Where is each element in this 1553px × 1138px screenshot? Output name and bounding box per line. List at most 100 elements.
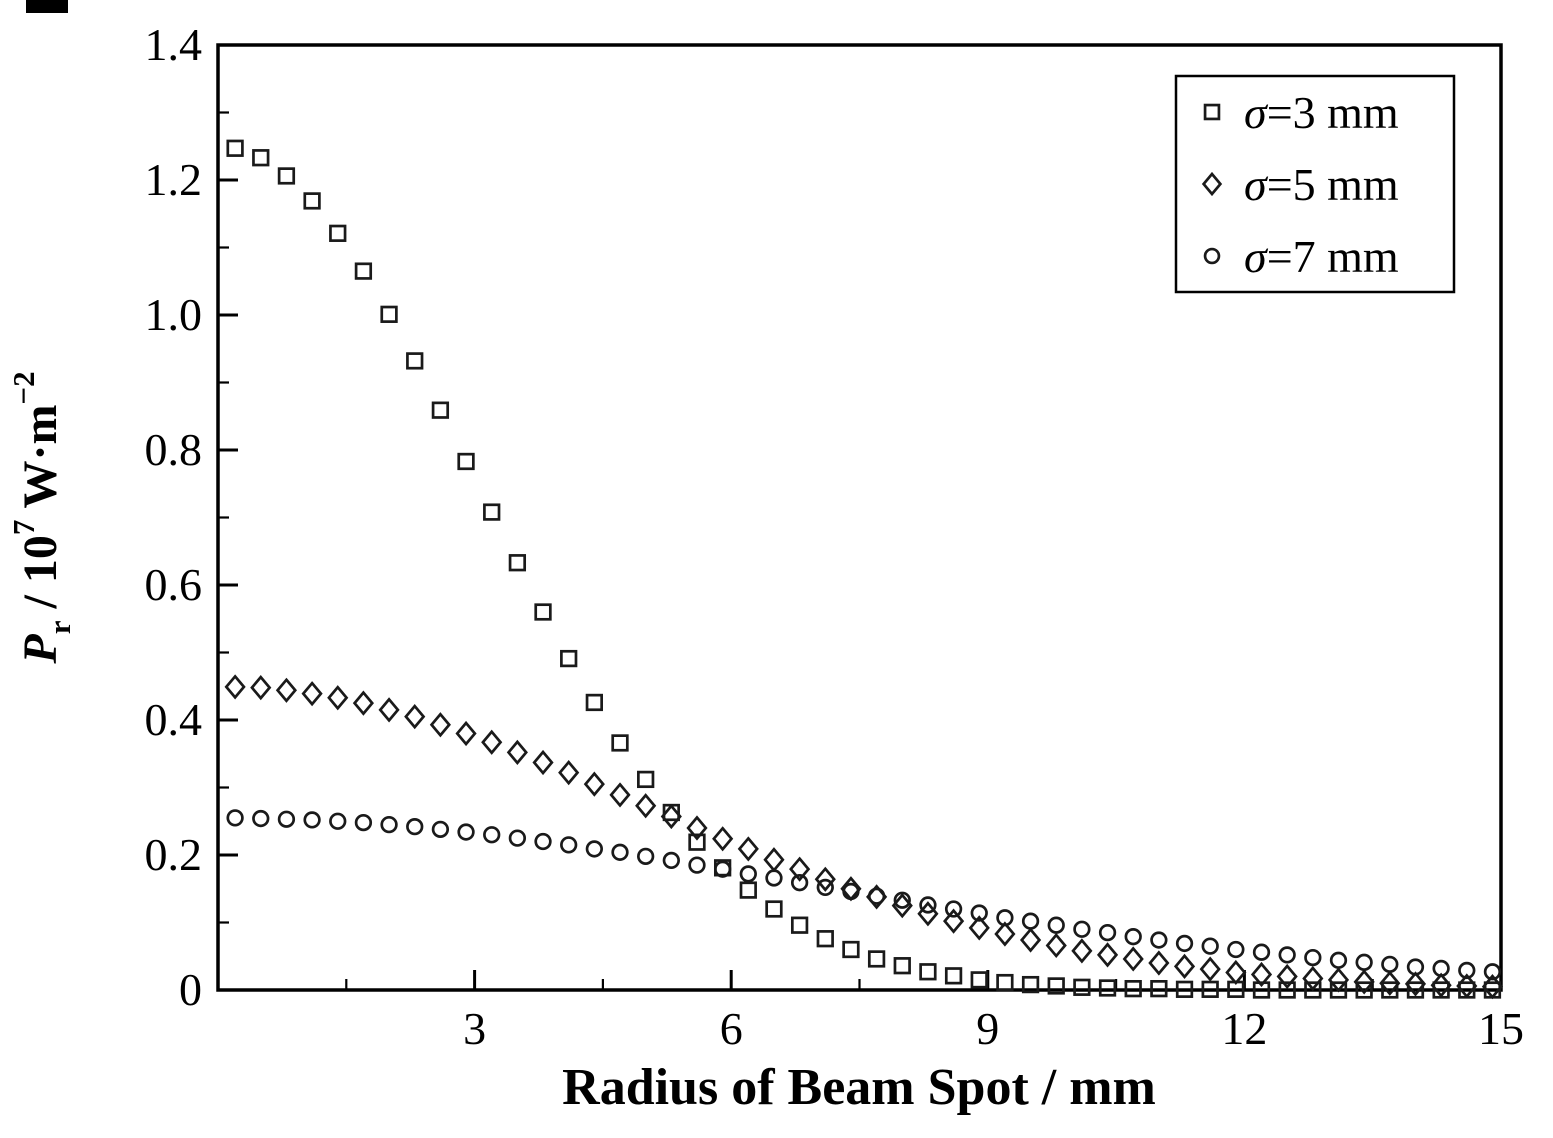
x-tick-label: 6 <box>720 1003 743 1054</box>
data-point-diamond <box>994 921 1016 947</box>
data-point-diamond <box>1071 938 1093 964</box>
data-point-square <box>1355 981 1373 999</box>
data-point-circle <box>1355 953 1373 971</box>
data-point-diamond <box>1379 970 1401 996</box>
legend-marker-diamond <box>1201 171 1223 197</box>
data-point-square <box>919 963 937 981</box>
y-tick-label: 1.0 <box>145 289 203 340</box>
data-point-circle <box>457 823 475 841</box>
data-point-square <box>637 770 655 789</box>
y-axis-title: Pr / 107 W·m−2 <box>6 371 77 664</box>
data-point-circle <box>1483 963 1502 981</box>
data-point-diamond <box>1404 971 1427 997</box>
x-axis-title: Radius of Beam Spot / mm <box>562 1059 1156 1116</box>
y-tick-label: 0.4 <box>145 694 203 745</box>
data-point-circle <box>688 856 706 874</box>
y-tick-label: 0.2 <box>145 829 203 880</box>
data-point-diamond <box>686 815 708 841</box>
data-point-square <box>1304 981 1322 999</box>
legend-label-text: =5 mm <box>1267 159 1399 210</box>
data-point-diamond <box>250 675 272 701</box>
data-point-diamond <box>455 720 477 747</box>
data-point-circle <box>508 829 527 847</box>
data-point-square <box>1406 981 1425 999</box>
data-point-square <box>329 224 347 242</box>
data-point-square <box>1098 979 1117 997</box>
data-point-circle <box>790 874 809 892</box>
data-point-circle <box>277 810 296 828</box>
data-point-square <box>1150 979 1168 998</box>
legend-label-text: σ <box>1244 159 1269 210</box>
y-tick-label: 0 <box>179 964 202 1015</box>
data-point-square <box>816 930 834 948</box>
data-point-diamond <box>1019 927 1042 953</box>
data-point-circle <box>637 847 655 865</box>
data-point-square <box>842 940 860 959</box>
data-point-diamond <box>1225 959 1247 986</box>
data-point-circle <box>765 869 783 887</box>
data-point-diamond <box>1276 963 1298 990</box>
data-point-circle <box>431 820 450 838</box>
data-point-diamond <box>1250 961 1273 988</box>
data-point-square <box>1329 981 1348 999</box>
data-point-square <box>1381 981 1399 999</box>
data-point-circle <box>970 904 988 922</box>
data-point-diamond <box>814 866 836 892</box>
legend-label: σ=5 mm <box>1244 159 1399 210</box>
data-point-square <box>303 192 321 210</box>
data-point-square <box>534 603 552 621</box>
data-point-diamond <box>352 690 374 716</box>
data-point-square <box>277 167 296 185</box>
data-point-circle <box>842 882 860 901</box>
data-point-diamond <box>1302 965 1324 992</box>
data-point-diamond <box>789 856 811 882</box>
x-tick-label: 15 <box>1478 1003 1524 1054</box>
data-point-circle <box>1278 946 1296 964</box>
data-point-square <box>1073 978 1091 996</box>
data-point-diamond <box>763 847 785 873</box>
legend-label-text: σ <box>1244 231 1269 282</box>
data-point-square <box>380 305 398 323</box>
data-point-diamond <box>301 681 323 707</box>
data-point-circle <box>483 826 501 844</box>
data-point-square <box>1047 977 1065 995</box>
y-tick-label: 0.6 <box>145 559 203 610</box>
data-point-square <box>1175 980 1194 998</box>
data-point-square <box>406 352 424 370</box>
data-point-diamond <box>404 704 426 730</box>
data-point-diamond <box>1456 973 1478 999</box>
y-axis-title-segment: / 10 <box>14 535 67 620</box>
data-point-circle <box>406 818 424 836</box>
data-point-diamond <box>1327 967 1350 993</box>
data-point-diamond <box>481 729 503 755</box>
scan-artifact <box>26 0 68 13</box>
data-point-circle <box>1047 916 1065 934</box>
y-tick-label: 0.8 <box>145 424 203 475</box>
legend-label: σ=3 mm <box>1244 87 1399 138</box>
data-point-diamond <box>1481 974 1504 1000</box>
data-point-diamond <box>1430 972 1452 998</box>
data-point-diamond <box>943 908 965 934</box>
data-point-diamond <box>609 782 631 808</box>
y-axis-title-segment: r <box>42 620 77 634</box>
data-point-diamond <box>1199 956 1221 982</box>
data-point-circle <box>1329 951 1348 969</box>
data-point-circle <box>226 809 244 827</box>
data-point-circle <box>560 836 578 854</box>
data-point-diamond <box>712 826 734 852</box>
data-point-square <box>944 967 963 985</box>
data-point-circle <box>611 843 629 861</box>
data-point-diamond <box>1096 942 1119 968</box>
data-point-circle <box>816 878 834 897</box>
data-point-circle <box>329 812 347 830</box>
legend-marker-square <box>1203 103 1221 121</box>
data-point-square <box>508 554 527 572</box>
x-tick-label: 3 <box>463 1003 486 1054</box>
legend-label: σ=7 mm <box>1244 231 1399 282</box>
data-point-circle <box>1406 958 1425 976</box>
data-point-square <box>483 503 501 521</box>
data-point-square <box>560 649 578 668</box>
x-tick-label: 12 <box>1221 1003 1267 1054</box>
data-point-square <box>790 916 809 934</box>
